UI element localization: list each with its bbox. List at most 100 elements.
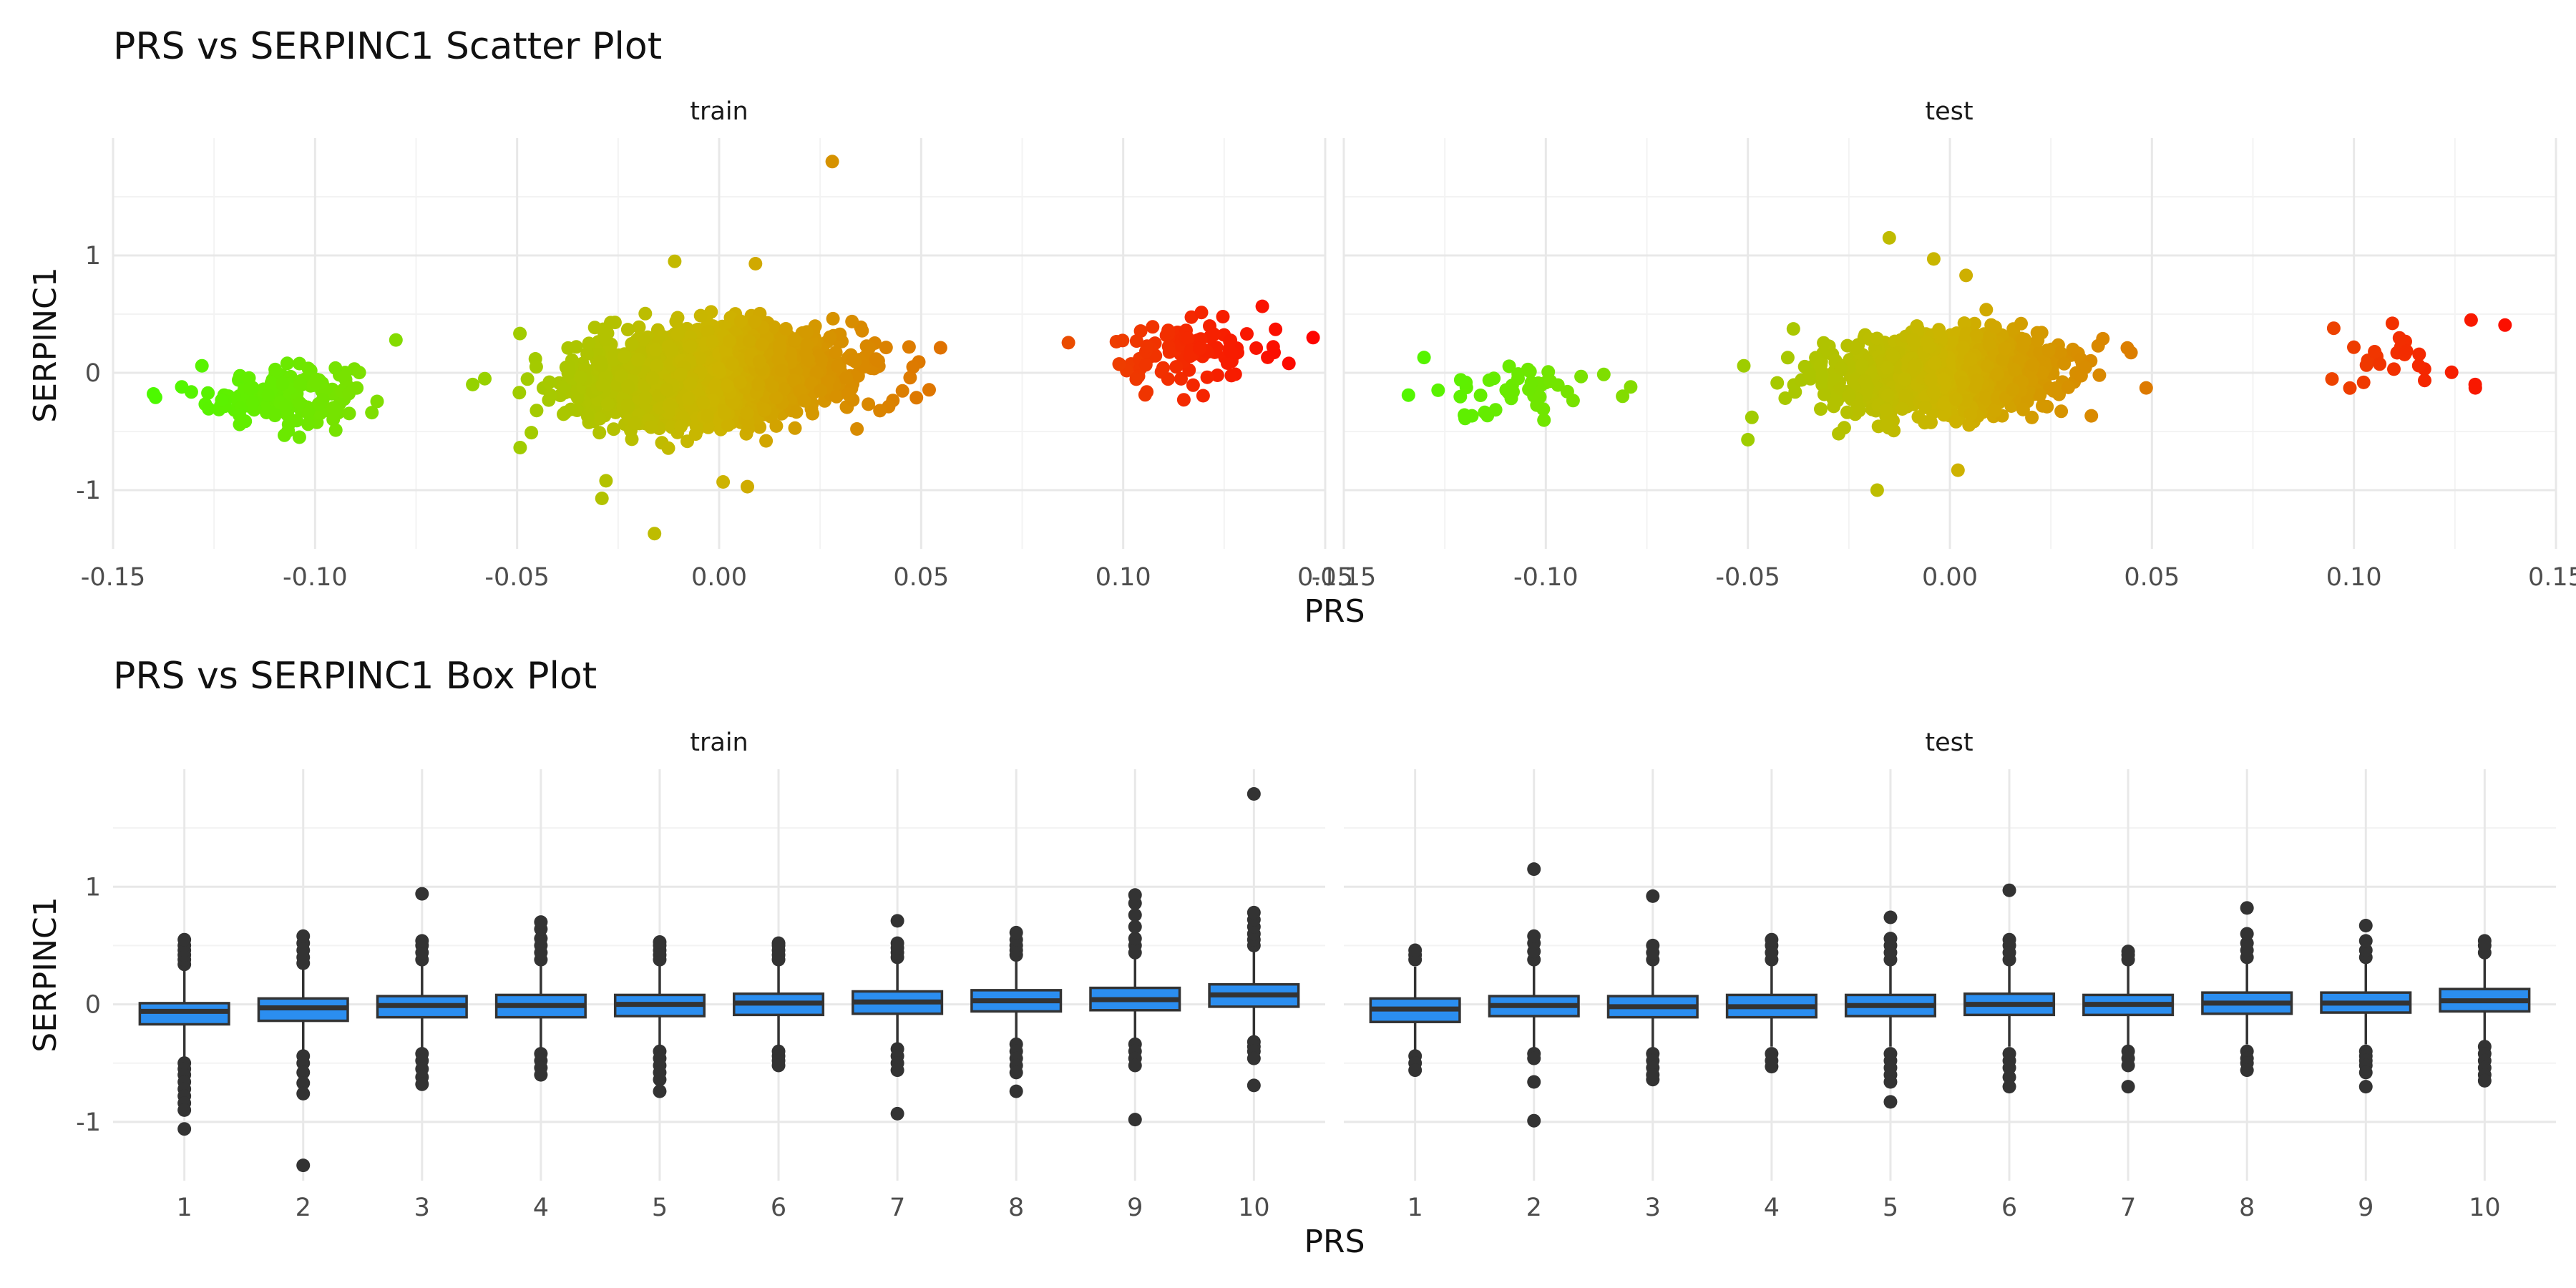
scatter-point	[871, 353, 885, 368]
scatter-point	[825, 155, 839, 169]
scatter-point	[1870, 331, 1884, 346]
scatter-point	[1524, 376, 1538, 390]
scatter-point	[370, 394, 384, 409]
scatter-point	[308, 375, 323, 389]
scatter-point	[774, 364, 789, 378]
scatter-point	[1908, 358, 1923, 372]
scatter-point	[1196, 389, 1210, 403]
scatter-point	[1814, 402, 1828, 416]
scatter-point	[562, 359, 576, 374]
x-tick-label: -0.15	[81, 563, 146, 592]
scatter-point	[2057, 356, 2072, 371]
scatter-point	[594, 358, 608, 373]
scatter-point	[1956, 341, 1970, 355]
scatter-point	[1817, 387, 1831, 401]
scatter-point	[1918, 415, 1932, 429]
scatter-plot-title: PRS vs SERPINC1 Scatter Plot	[113, 25, 662, 68]
scatter-point	[2016, 402, 2030, 416]
scatter-point	[733, 375, 747, 389]
scatter-point	[806, 406, 819, 421]
scatter-point	[1817, 336, 1831, 350]
scatter-point	[638, 306, 653, 321]
scatter-point	[1896, 402, 1909, 416]
scatter-point	[1138, 358, 1153, 372]
scatter-point	[1176, 393, 1191, 407]
scatter-point	[1431, 383, 1445, 397]
scatter-point	[902, 340, 916, 354]
scatter-point	[800, 325, 814, 339]
scatter-point	[2325, 372, 2339, 386]
scatter-point	[1255, 299, 1269, 313]
scatter-point	[1282, 356, 1296, 371]
scatter-point	[268, 362, 283, 376]
scatter-point	[648, 527, 662, 541]
scatter-point	[814, 384, 828, 398]
scatter-point	[569, 340, 583, 354]
scatter-point	[1949, 414, 1963, 429]
scatter-point	[1948, 392, 1963, 406]
scatter-point	[275, 376, 290, 391]
scatter-point	[779, 322, 793, 336]
scatter-point	[1537, 413, 1551, 427]
scatter-point	[701, 420, 716, 434]
scatter-point	[831, 359, 845, 374]
scatter-point	[1815, 369, 1829, 383]
scatter-point	[755, 338, 769, 351]
scatter-point	[574, 370, 588, 384]
scatter-point	[1963, 407, 1978, 421]
scatter-point	[741, 479, 754, 494]
scatter-point	[850, 422, 864, 436]
scatter-point	[261, 389, 275, 402]
scatter-point	[661, 441, 675, 455]
scatter-point	[668, 254, 682, 268]
scatter-point	[1140, 339, 1154, 353]
scatter-point	[592, 426, 607, 440]
scatter-point	[1922, 340, 1936, 354]
scatter-point	[922, 383, 936, 397]
scatter-point	[280, 356, 294, 371]
scatter-point	[242, 371, 256, 385]
x-tick-label: -0.15	[1312, 563, 1377, 592]
scatter-point	[1543, 374, 1558, 389]
scatter-point	[879, 341, 893, 355]
scatter-point	[804, 376, 819, 391]
scatter-point	[478, 371, 492, 386]
scatter-point	[1146, 320, 1160, 334]
scatter-point	[2356, 375, 2371, 389]
scatter-point	[2054, 404, 2069, 419]
y-tick-label: 0	[85, 359, 101, 388]
scatter-point	[721, 418, 735, 432]
scatter-point	[2078, 361, 2092, 374]
scatter-point	[1216, 310, 1230, 323]
scatter-point	[625, 337, 639, 351]
scatter-point	[1962, 418, 1976, 432]
scatter-point	[1129, 372, 1143, 386]
scatter-point	[1855, 358, 1869, 372]
y-tick-label: 1	[85, 242, 101, 270]
scatter-point	[326, 401, 341, 415]
scatter-point	[823, 330, 837, 344]
scatter-point	[1827, 399, 1841, 414]
scatter-point	[638, 391, 653, 405]
scatter-point	[293, 396, 307, 410]
scatter-point	[788, 333, 801, 347]
scatter-panel-train: -0.15 -0.10 -0.05 0.00 0.05 0.10 0.15-101	[76, 138, 1353, 592]
scatter-point	[2139, 381, 2153, 395]
scatter-point	[1923, 373, 1938, 387]
scatter-panel-test: -0.15 -0.10 -0.05 0.00 0.05 0.10 0.15	[1312, 138, 2576, 592]
x-tick-label: 0.15	[1297, 563, 1353, 592]
scatter-point	[264, 376, 278, 390]
scatter-point	[1988, 320, 2002, 334]
scatter-point	[520, 372, 535, 386]
scatter-point	[748, 314, 762, 328]
scatter-point	[701, 409, 714, 424]
scatter-point	[215, 393, 229, 407]
scatter-point	[1193, 341, 1206, 356]
scatter-point	[1161, 372, 1175, 386]
scatter-point	[801, 352, 816, 366]
scatter-point	[1116, 333, 1130, 348]
scatter-point	[342, 386, 356, 401]
scatter-point	[513, 441, 527, 454]
scatter-point	[2006, 383, 2020, 396]
